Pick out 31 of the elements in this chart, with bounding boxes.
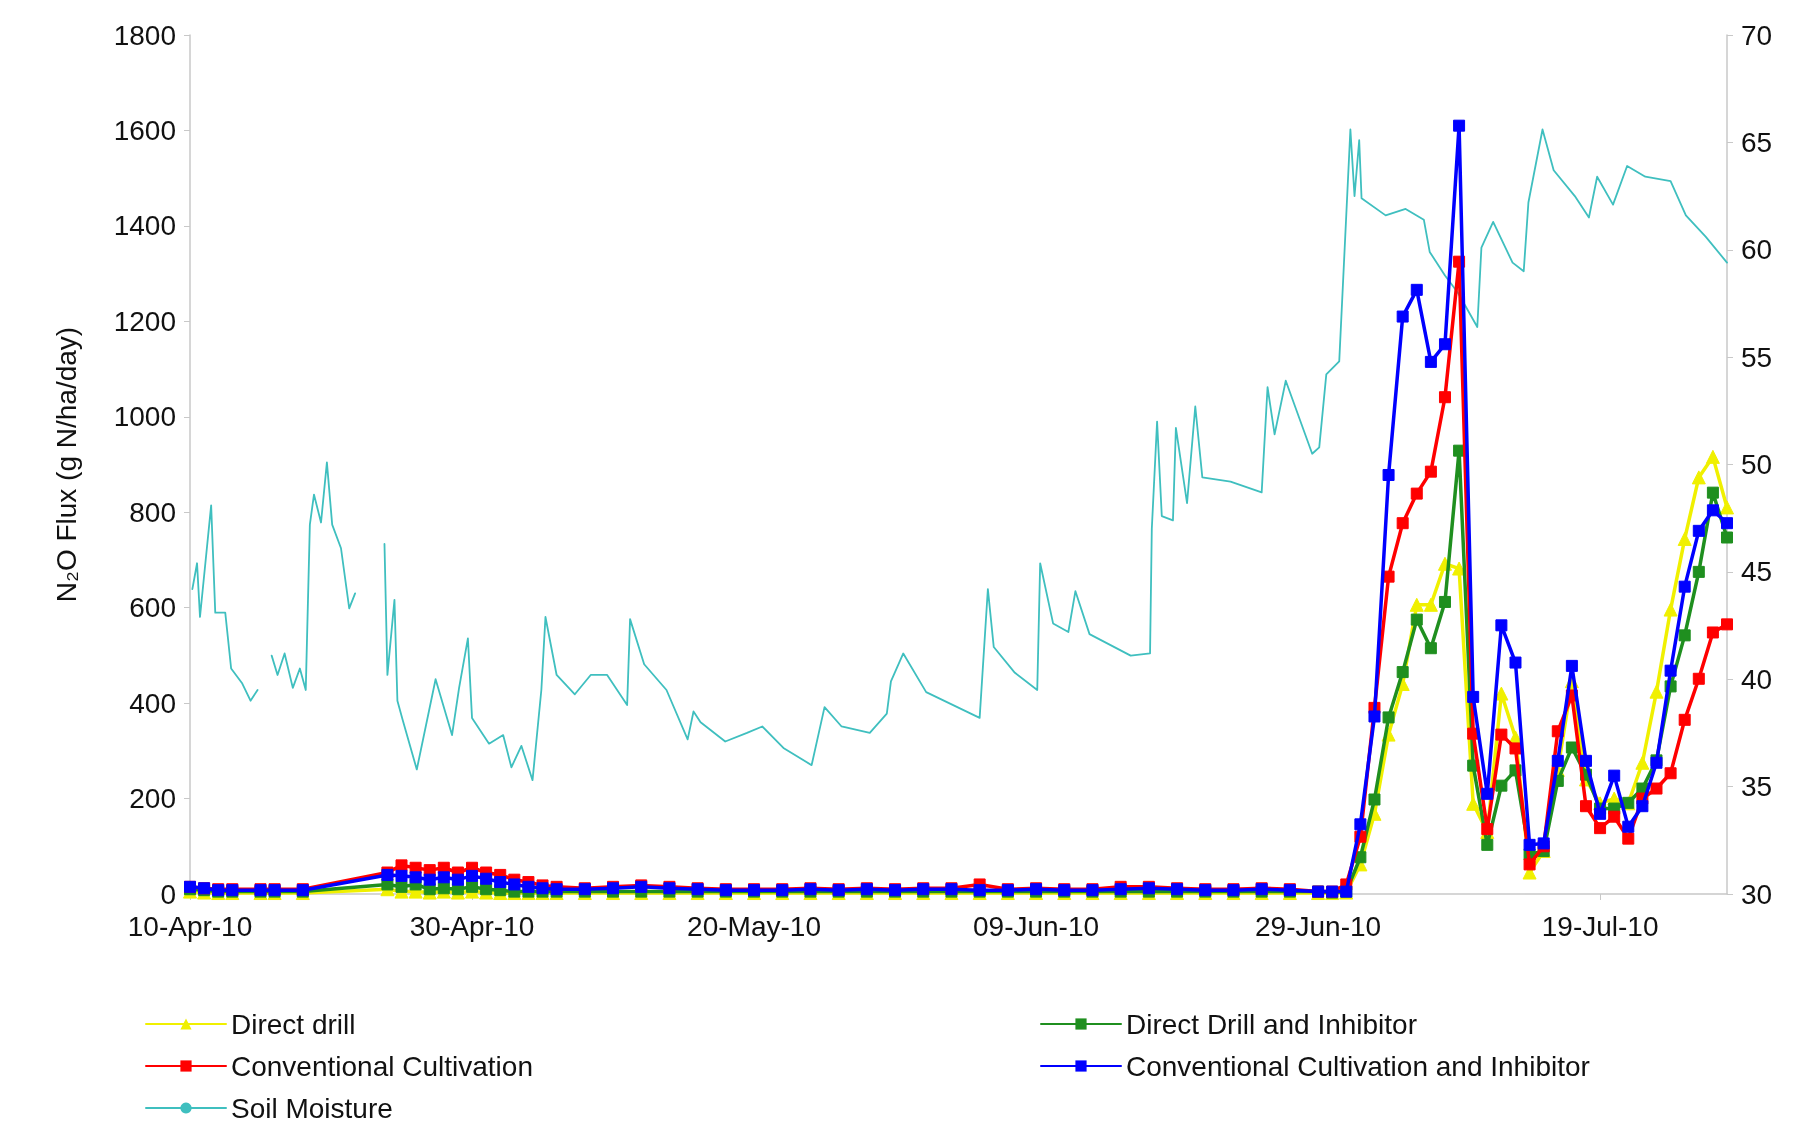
- y2-tick-label: 60: [1741, 234, 1773, 266]
- y2-tick-label: 35: [1741, 771, 1773, 803]
- y2-tick-label: 45: [1741, 556, 1773, 588]
- x-tick-label: 09-Jun-10: [973, 910, 1100, 942]
- y-tick-label: 1200: [113, 305, 176, 337]
- y-tick-label: 1600: [113, 114, 176, 146]
- y2-tick-label: 55: [1741, 341, 1773, 373]
- y-tick-label: 400: [129, 687, 176, 719]
- y-tick-label: 800: [129, 496, 176, 528]
- y-tick-label: 0: [160, 878, 176, 910]
- y-tick-label: 1000: [113, 401, 176, 433]
- legend-label: Conventional Cultivation: [231, 1050, 533, 1082]
- y-tick-label: 600: [129, 592, 176, 624]
- legend-label: Soil Moisture: [231, 1092, 393, 1124]
- x-tick-label: 29-Jun-10: [1255, 910, 1382, 942]
- x-tick-label: 10-Apr-10: [127, 910, 253, 942]
- y-tick-label: 1400: [113, 210, 176, 242]
- y2-tick-label: 30: [1741, 878, 1773, 910]
- y2-tick-label: 65: [1741, 126, 1773, 158]
- y2-tick-label: 50: [1741, 449, 1773, 480]
- x-tick-label: 19-Jul-10: [1541, 910, 1659, 942]
- legend-label: Direct Drill and Inhibitor: [1126, 1008, 1417, 1040]
- x-tick-label: 20-May-10: [687, 910, 821, 942]
- y-axis-title: N₂O Flux (g N/ha/day): [50, 326, 82, 603]
- x-tick-label: 30-Apr-10: [409, 910, 535, 942]
- y-tick-label: 200: [129, 783, 176, 815]
- legend-label: Conventional Cultivation and Inhibitor: [1126, 1050, 1590, 1082]
- legend-label: Direct drill: [231, 1008, 356, 1040]
- y2-tick-label: 70: [1741, 19, 1773, 51]
- y-tick-label: 1800: [113, 19, 176, 51]
- y2-tick-label: 40: [1741, 663, 1773, 695]
